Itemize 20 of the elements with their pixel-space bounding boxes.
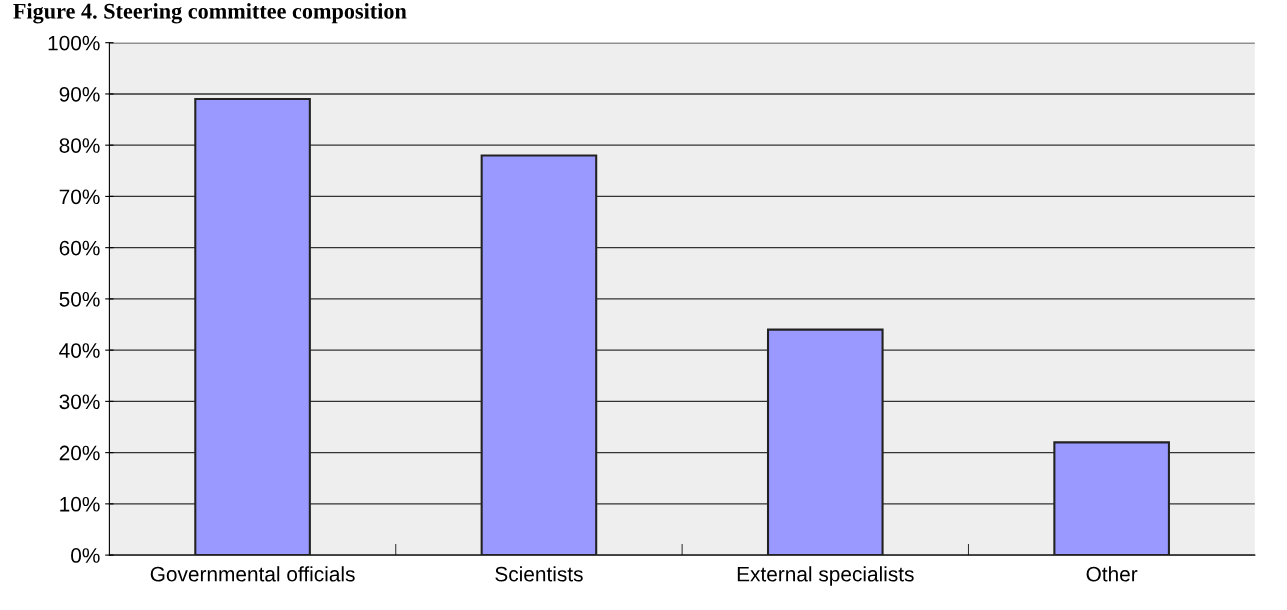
chart-title: Figure 4. Steering committee composition <box>13 3 407 24</box>
x-tick-label: External specialists <box>737 566 914 586</box>
x-tick-label: Other <box>1086 566 1138 582</box>
bar <box>766 328 884 556</box>
y-tick-label: 40% <box>59 343 100 358</box>
y-tick-label: 20% <box>59 445 100 461</box>
bar <box>480 154 598 556</box>
bar <box>194 98 311 556</box>
y-tick-label: 50% <box>59 291 100 307</box>
y-tick-label: 90% <box>59 86 100 102</box>
x-tick-label: Governmental officials <box>150 566 355 582</box>
y-tick-label: 30% <box>59 394 100 410</box>
x-tick-label: Scientists <box>495 566 583 582</box>
y-tick-label: 0% <box>71 548 100 563</box>
bar <box>1053 441 1170 556</box>
y-tick-label: 60% <box>59 240 100 256</box>
y-tick-label: 70% <box>59 189 100 205</box>
y-tick-label: 100% <box>48 35 100 51</box>
y-tick-label: 80% <box>59 138 100 153</box>
y-tick-label: 10% <box>60 496 100 512</box>
